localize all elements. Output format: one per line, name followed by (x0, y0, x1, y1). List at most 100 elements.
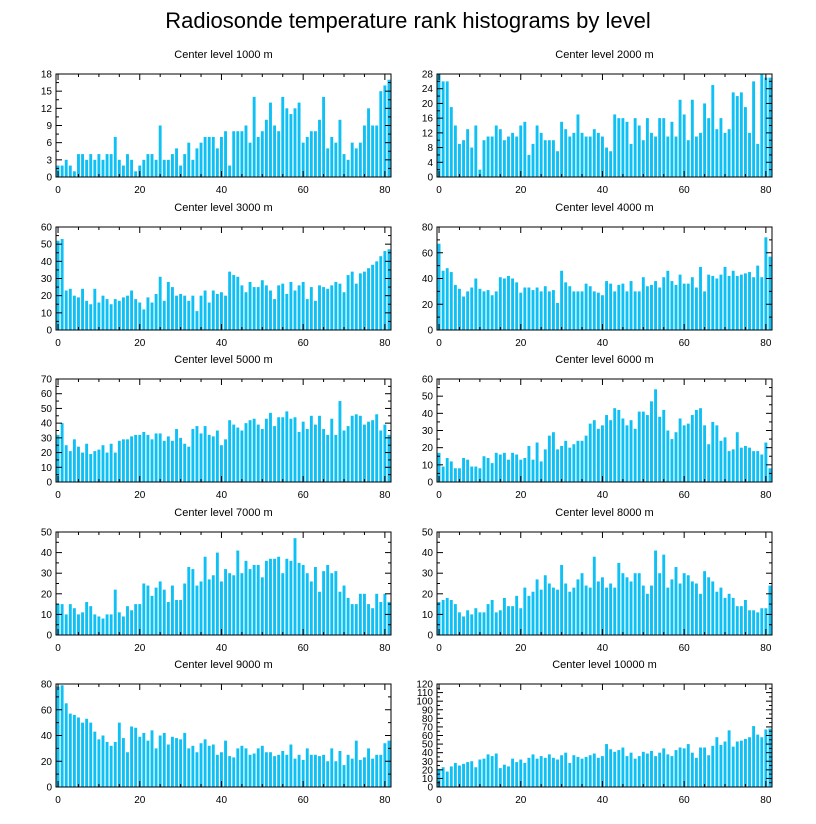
histogram-bar (375, 125, 379, 177)
histogram-bar (97, 302, 101, 330)
histogram-bar (711, 745, 715, 787)
histogram-bar (367, 421, 370, 482)
histogram-bar (113, 452, 117, 482)
x-tick-label: 40 (597, 490, 609, 501)
histogram-bar (527, 445, 531, 482)
histogram-bar (494, 452, 498, 482)
histogram-bar (195, 148, 199, 177)
histogram-bar (711, 85, 715, 177)
histogram-bar (113, 741, 117, 787)
histogram-bar (72, 171, 76, 177)
histogram-bar (462, 457, 465, 482)
histogram-bar (703, 291, 707, 331)
y-tick-label: 40 (41, 419, 53, 430)
histogram-bar (617, 118, 621, 177)
histogram-bar (739, 606, 743, 635)
histogram-bar (273, 426, 277, 482)
histogram-bar (130, 726, 134, 787)
histogram-bar (211, 290, 215, 330)
histogram-bar (645, 415, 649, 482)
y-tick-label: 50 (422, 392, 434, 403)
histogram-bar (764, 237, 768, 330)
histogram-bar (735, 741, 739, 787)
y-tick-label: 10 (41, 308, 53, 319)
histogram-bar (81, 722, 84, 788)
histogram-bar (711, 581, 715, 635)
histogram-bar (211, 436, 215, 482)
x-tick-label: 40 (216, 185, 228, 196)
histogram-bar (342, 154, 346, 177)
x-tick-label: 80 (379, 490, 391, 501)
histogram-panel-3: Center level 3000 m 0 20 40 60 80 0 10 20 30 40 50 6… (41, 202, 392, 349)
histogram-bar (666, 587, 670, 635)
histogram-bar (625, 425, 629, 482)
histogram-bar (179, 165, 183, 177)
histogram-bar (686, 423, 690, 482)
x-tick-label: 60 (298, 795, 310, 806)
histogram-bar (629, 752, 633, 787)
histogram-bar (474, 767, 478, 787)
histogram-bar (297, 754, 301, 787)
histogram-bar (502, 764, 506, 787)
histogram-bar (662, 409, 666, 482)
histogram-bar (281, 96, 285, 177)
histogram-bar (93, 614, 97, 635)
histogram-bar (490, 756, 494, 787)
histogram-bar (498, 768, 502, 787)
histogram-bar (625, 756, 629, 787)
histogram-bar (768, 256, 772, 330)
histogram-bar (445, 81, 449, 177)
x-tick-label: 40 (597, 338, 609, 349)
histogram-bar (375, 754, 379, 787)
histogram-bar (248, 569, 252, 635)
histogram-bar (195, 426, 199, 482)
x-tick-label: 60 (298, 643, 310, 654)
histogram-bar (629, 281, 633, 330)
y-tick-label: 80 (422, 714, 434, 725)
histogram-bar (363, 125, 366, 177)
y-tick-label: 20 (422, 300, 434, 311)
histogram-bar (371, 264, 375, 330)
histogram-bar (605, 281, 608, 330)
histogram-bar (543, 286, 547, 330)
histogram-bar (228, 573, 232, 635)
histogram-bar (101, 445, 105, 482)
histogram-bar (158, 735, 162, 787)
histogram-bar (162, 300, 166, 330)
histogram-bar (556, 449, 559, 482)
histogram-bar (183, 154, 187, 177)
y-tick-label: 16 (422, 114, 434, 125)
histogram-bar (64, 445, 68, 482)
histogram-bar (199, 142, 203, 177)
histogram-bar (654, 136, 658, 177)
histogram-bar (126, 606, 129, 635)
histogram-bar (101, 159, 105, 177)
histogram-bar (269, 558, 272, 635)
histogram-bar (297, 431, 301, 482)
histogram-bar (654, 756, 658, 787)
histogram-bar (301, 281, 305, 330)
histogram-bar (72, 608, 76, 635)
histogram-bar (313, 300, 317, 330)
histogram-bar (387, 249, 391, 330)
histogram-bar (142, 732, 146, 787)
histogram-bar (68, 604, 72, 635)
histogram-bar (203, 426, 207, 482)
histogram-bar (674, 432, 678, 482)
histogram-bar (236, 131, 240, 177)
histogram-bar (617, 284, 621, 330)
histogram-bar (64, 290, 68, 330)
histogram-bar (543, 575, 547, 635)
histogram-bar (502, 278, 506, 330)
histogram-bar (240, 573, 244, 635)
histogram-bar (490, 295, 494, 330)
histogram-bar (658, 118, 662, 177)
histogram-bar (560, 445, 564, 482)
histogram-bar (731, 597, 735, 635)
y-tick-label: 12 (422, 128, 434, 139)
histogram-bar (85, 602, 89, 635)
histogram-bar (113, 299, 117, 330)
histogram-bar (322, 429, 326, 482)
histogram-bar (547, 435, 551, 482)
